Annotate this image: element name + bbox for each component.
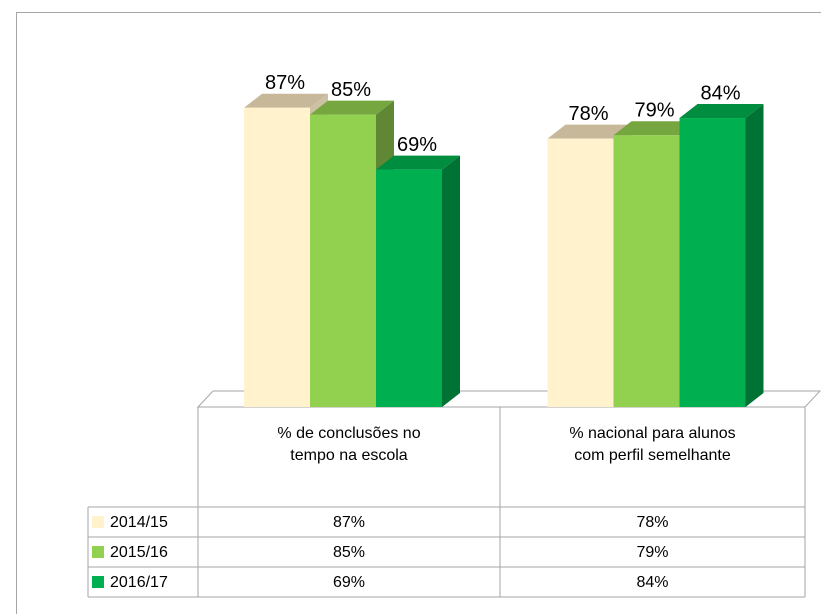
- data-label: 87%: [265, 72, 305, 94]
- data-label: 69%: [397, 134, 437, 156]
- bar: [679, 118, 746, 407]
- table-cell: 84%: [636, 574, 668, 591]
- bar-top: [310, 100, 394, 115]
- table-cell: 78%: [636, 514, 668, 531]
- chart-frame: [16, 12, 821, 614]
- bar-top: [244, 93, 328, 108]
- table-cell: 69%: [333, 574, 365, 591]
- data-label: 79%: [634, 100, 674, 122]
- bar: [547, 138, 614, 407]
- legend-label: 2015/16: [110, 544, 168, 561]
- bar-top: [613, 121, 698, 136]
- legend-key: [92, 576, 104, 588]
- bar-top: [376, 155, 460, 170]
- bar-top: [547, 124, 632, 139]
- bar: [310, 114, 376, 407]
- data-label: 84%: [700, 82, 740, 104]
- bar: [376, 169, 442, 407]
- category-label: % de conclusões no tempo na escola: [277, 425, 421, 464]
- table-cell: 79%: [636, 544, 668, 561]
- table-cell: 87%: [333, 514, 365, 531]
- bar: [244, 107, 310, 407]
- data-label: 78%: [568, 103, 608, 125]
- category-label: % nacional para alunos com perfil semelh…: [569, 425, 736, 464]
- bar-side: [745, 104, 764, 407]
- data-label: 85%: [331, 79, 371, 101]
- bar: [613, 135, 680, 408]
- legend-label: 2014/15: [110, 514, 168, 531]
- legend-key: [92, 516, 104, 528]
- legend-label: 2016/17: [110, 574, 168, 591]
- bar-side: [442, 155, 460, 407]
- bar-top: [679, 104, 764, 119]
- table-cell: 85%: [333, 544, 365, 561]
- legend-key: [92, 546, 104, 558]
